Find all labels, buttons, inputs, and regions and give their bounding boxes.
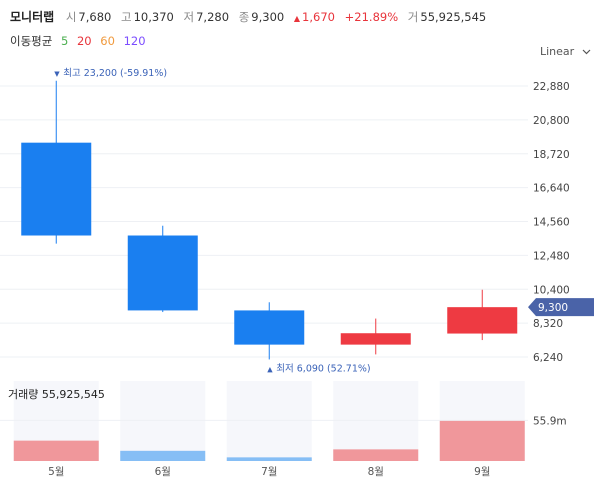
candle-body	[340, 333, 411, 345]
change-value: 1,670	[302, 10, 335, 24]
volume-value: 55,925,545	[420, 10, 487, 24]
open-value: 7,680	[78, 10, 112, 24]
open-label: 시	[65, 10, 77, 24]
x-tick-label: 5월	[48, 466, 64, 478]
min-price-annotation: 최저 6,090 (52.71%)	[276, 363, 370, 374]
stock-name: 모니터랩	[10, 10, 55, 24]
last-price-tag	[528, 298, 594, 317]
high-value: 10,370	[133, 10, 174, 24]
low-value: 7,280	[196, 10, 230, 24]
low-label: 저	[183, 10, 195, 24]
max-price-annotation: 최고 23,200 (-59.91%)	[63, 68, 167, 79]
moving-average-label: 이동평균	[10, 34, 53, 48]
scale-selector-label: Linear	[540, 45, 575, 58]
y-tick-label: 18,720	[533, 149, 570, 161]
volume-slot-bg	[226, 381, 312, 461]
candle-body	[234, 310, 305, 345]
volume-slot-bg	[120, 381, 206, 461]
y-tick-label: 12,480	[533, 250, 570, 262]
candle-body	[447, 307, 518, 334]
volume-slot-bg	[333, 381, 419, 461]
close-label: 종	[238, 10, 250, 24]
stock-summary-header: 모니터랩 시 7,680 고 10,370 저 7,280 종 9,300 ▲ 1,670…	[10, 8, 570, 28]
volume-bar	[13, 440, 99, 461]
moving-average-legend: 이동평균 5 20 60 120	[10, 33, 151, 49]
close-value: 9,300	[251, 10, 285, 24]
candle-body	[127, 235, 198, 311]
max-arrow-icon: ▼	[54, 70, 60, 78]
chevron-down-icon	[582, 49, 591, 55]
x-tick-label: 6월	[155, 466, 171, 478]
volume-title: 거래량 55,925,545	[8, 388, 105, 401]
y-tick-label: 16,640	[533, 183, 570, 195]
ma-60[interactable]: 60	[100, 34, 115, 48]
candle-body	[21, 142, 92, 236]
change-arrow-icon: ▲	[293, 14, 301, 23]
change-percent: +21.89%	[344, 10, 399, 24]
volume-bar	[120, 450, 206, 461]
volume-axis-label: 55.9m	[533, 415, 567, 427]
volume-label: 거	[407, 10, 419, 24]
x-tick-label: 9월	[474, 466, 490, 478]
last-price-label: 9,300	[538, 302, 568, 314]
x-tick-label: 7월	[261, 466, 277, 478]
y-tick-label: 6,240	[533, 352, 563, 364]
ma-5[interactable]: 5	[60, 34, 69, 48]
y-tick-label: 14,560	[533, 217, 570, 229]
ma-120[interactable]: 120	[123, 34, 146, 48]
volume-bar	[439, 420, 525, 461]
high-label: 고	[121, 10, 132, 24]
volume-bar	[333, 449, 419, 461]
y-tick-label: 8,320	[533, 318, 563, 330]
scale-selector[interactable]: Linear	[540, 45, 591, 58]
ma-20[interactable]: 20	[76, 34, 92, 48]
y-tick-label: 10,400	[533, 284, 570, 296]
y-tick-label: 22,880	[533, 81, 570, 93]
x-tick-label: 8월	[368, 466, 384, 478]
min-arrow-icon: ▲	[267, 365, 273, 373]
volume-bar	[226, 457, 312, 461]
y-tick-label: 20,800	[533, 115, 570, 127]
